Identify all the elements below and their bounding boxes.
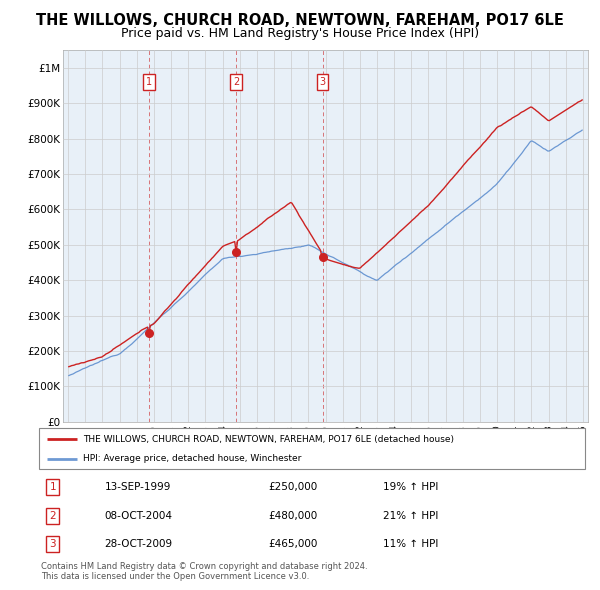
- Text: 2: 2: [233, 77, 239, 87]
- Text: 13-SEP-1999: 13-SEP-1999: [104, 483, 171, 493]
- Text: HPI: Average price, detached house, Winchester: HPI: Average price, detached house, Winc…: [83, 454, 301, 463]
- Text: 2: 2: [49, 510, 56, 520]
- Text: 1: 1: [49, 483, 56, 493]
- Text: 11% ↑ HPI: 11% ↑ HPI: [383, 539, 439, 549]
- Text: 3: 3: [320, 77, 326, 87]
- Text: THE WILLOWS, CHURCH ROAD, NEWTOWN, FAREHAM, PO17 6LE: THE WILLOWS, CHURCH ROAD, NEWTOWN, FAREH…: [36, 13, 564, 28]
- Text: 1: 1: [146, 77, 152, 87]
- Text: THE WILLOWS, CHURCH ROAD, NEWTOWN, FAREHAM, PO17 6LE (detached house): THE WILLOWS, CHURCH ROAD, NEWTOWN, FAREH…: [83, 435, 454, 444]
- Text: 19% ↑ HPI: 19% ↑ HPI: [383, 483, 439, 493]
- Text: £250,000: £250,000: [268, 483, 317, 493]
- Text: 08-OCT-2004: 08-OCT-2004: [104, 510, 173, 520]
- Text: Contains HM Land Registry data © Crown copyright and database right 2024.
This d: Contains HM Land Registry data © Crown c…: [41, 562, 367, 581]
- Text: 21% ↑ HPI: 21% ↑ HPI: [383, 510, 439, 520]
- Text: £480,000: £480,000: [268, 510, 317, 520]
- Text: 3: 3: [49, 539, 56, 549]
- Text: 28-OCT-2009: 28-OCT-2009: [104, 539, 173, 549]
- Text: Price paid vs. HM Land Registry's House Price Index (HPI): Price paid vs. HM Land Registry's House …: [121, 27, 479, 40]
- Text: £465,000: £465,000: [268, 539, 317, 549]
